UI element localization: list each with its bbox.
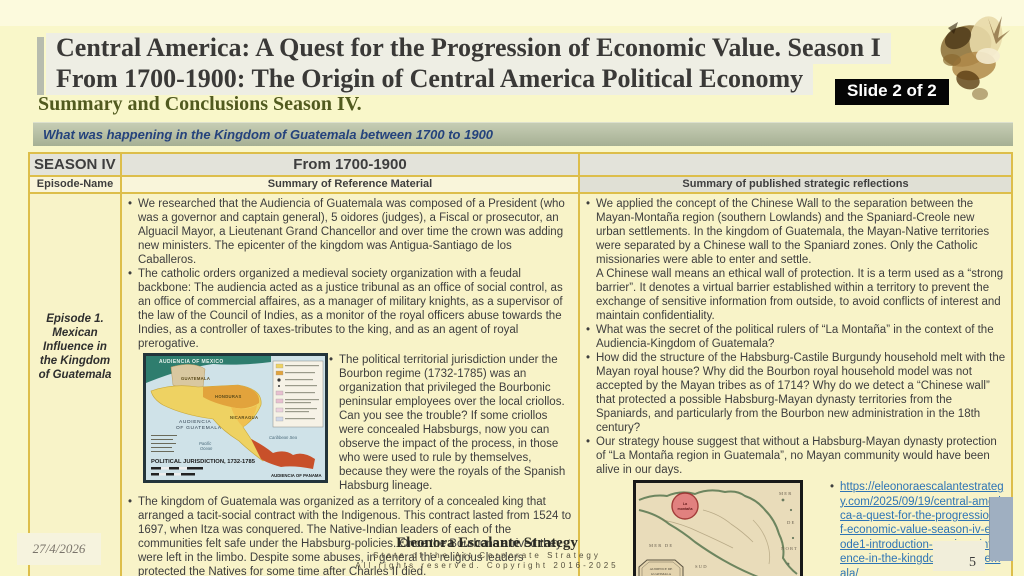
svg-text:NICARAGUA: NICARAGUA [230,415,258,420]
svg-text:HONDURAS: HONDURAS [215,394,242,399]
svg-text:SUD: SUD [695,564,708,569]
svg-text:La: La [683,502,688,506]
episode-label: Episode 1. Mexican Influence in the King… [38,313,112,382]
page-number: 5 [933,541,985,571]
episode-cell: Episode 1. Mexican Influence in the King… [30,194,122,576]
bullet-continuation: A Chinese wall means an ethical wall of … [596,268,1004,323]
episode-name-header: Episode-Name [30,177,122,194]
bullet-item: We researched that the Audiencia of Guat… [127,197,573,267]
bullet-item: Our strategy house suggest that without … [585,435,1006,477]
slide-date: 27/4/2026 [17,533,101,565]
svg-text:AUDIENCIA OF MEXICO: AUDIENCIA OF MEXICO [159,359,224,365]
slide-title-line2: From 1700-1900: The Origin of Central Am… [46,64,814,95]
svg-text:AUDIENCIA: AUDIENCIA [179,419,212,425]
title-accent-bar [37,37,44,95]
empty-header-cell [580,154,1011,177]
reference-material-cell: We researched that the Audiencia of Guat… [122,194,580,576]
season-header-cell: SEASON IV [30,154,122,177]
svg-text:GUATIMALA: GUATIMALA [651,572,672,576]
bullet-item: What was the secret of the political rul… [585,323,1006,351]
reference-summary-header: Summary of Reference Material [122,177,580,194]
right-edge-decoration [989,497,1013,561]
svg-text:Pacific: Pacific [199,441,212,446]
season-summary-table: SEASON IV From 1700-1900 Episode-Name Su… [28,152,1013,576]
svg-text:POLITICAL JURISDICTION, 1732-1: POLITICAL JURISDICTION, 1732-1785 [151,459,256,465]
bullet-item: We applied the concept of the Chinese Wa… [585,197,1006,267]
svg-text:OF GUATEMALA: OF GUATEMALA [176,425,222,431]
reference-bullet-list: We researched that the Audiencia of Guat… [127,197,573,351]
svg-text:Caribbean Sea: Caribbean Sea [269,435,298,440]
vintage-guatemala-map: La montaña MER DE SUD MER DE NORT PACIFI… [633,480,803,576]
bullet-item: The political territorial jurisdiction u… [328,353,573,493]
strategic-reflections-cell: We applied the concept of the Chinese Wa… [580,194,1011,576]
svg-text:AUDIENCIA OF PANAMA: AUDIENCIA OF PANAMA [271,473,322,478]
political-jurisdiction-map: AUDIENCIA OF MEXICO GUATEMALA HONDURAS N… [143,353,328,484]
svg-text:DE: DE [787,520,796,525]
slide-count-badge: Slide 2 of 2 [835,79,949,105]
reflections-header: Summary of published strategic reflectio… [580,177,1011,194]
slide-subtitle: Summary and Conclusions Season IV. [38,93,362,115]
svg-text:GUATEMALA: GUATEMALA [181,376,210,381]
period-header-cell: From 1700-1900 [122,154,580,177]
svg-text:MER DE: MER DE [649,543,673,548]
brand-ornament-art [940,16,1010,100]
slide-title-line1: Central America: A Quest for the Progres… [46,33,891,64]
svg-text:MER: MER [779,491,793,496]
reference-bullet-list-bottom: The kingdom of Guatemala was organized a… [127,495,573,576]
svg-text:Ocean: Ocean [200,446,213,451]
svg-text:AUDIENCE DE: AUDIENCE DE [650,567,673,571]
reflections-bullets: We applied the concept of the Chinese Wa… [585,197,1006,477]
svg-text:montaña: montaña [678,507,694,511]
svg-text:NORT: NORT [781,546,798,551]
bullet-item: How did the structure of the Habsburg-Ca… [585,351,1006,435]
map-side-bullet-list: The political territorial jurisdiction u… [328,353,573,493]
bullet-item: The kingdom of Guatemala was organized a… [127,495,573,576]
bullet-item: The catholic orders organized a medieval… [127,267,573,351]
top-strip [0,0,1024,26]
question-banner: What was happening in the Kingdom of Gua… [33,122,1013,146]
